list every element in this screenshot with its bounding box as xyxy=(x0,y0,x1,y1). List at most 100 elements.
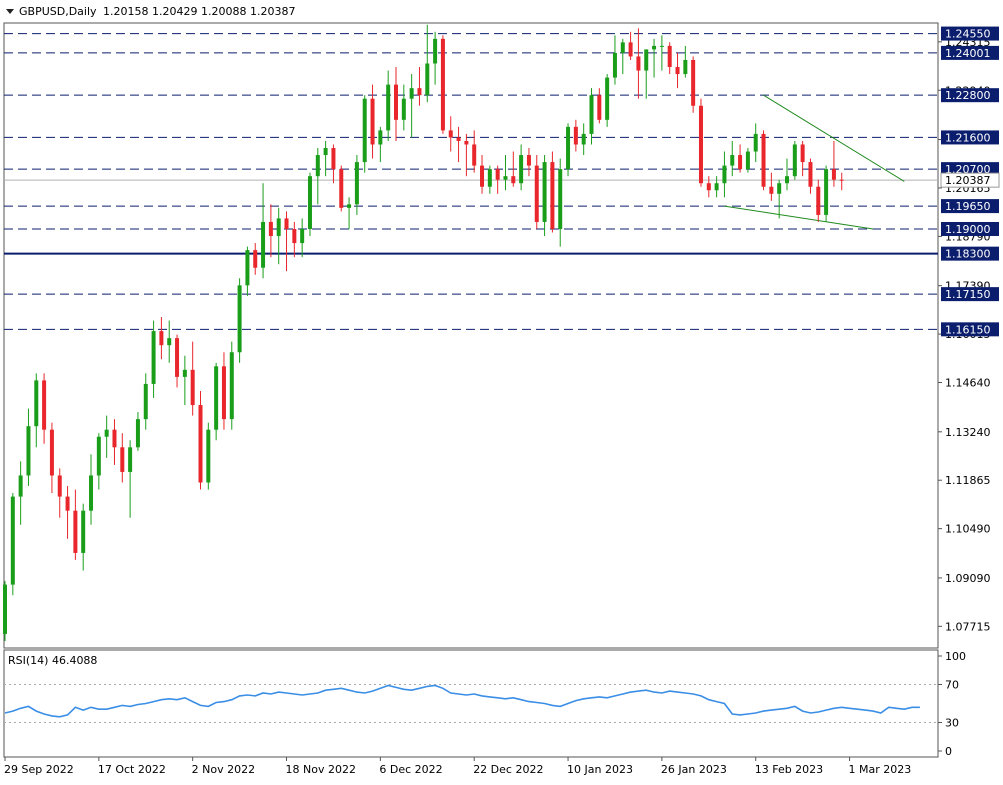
candle-body-bull xyxy=(128,447,133,472)
candle-body-bull xyxy=(18,475,23,497)
rsi-tick-label: 100 xyxy=(945,650,966,663)
candle-body-bear xyxy=(65,496,70,511)
candle-body-bear xyxy=(331,148,336,170)
candle-body-bull xyxy=(214,366,219,430)
candle-body-bear xyxy=(448,130,453,138)
candle-body-bear xyxy=(534,165,539,222)
candle-body-bear xyxy=(57,475,62,497)
candle-body-bull xyxy=(730,155,735,166)
candle-body-bear xyxy=(253,250,258,268)
candle-body-bull xyxy=(824,169,829,215)
candle-body-bear xyxy=(667,45,672,68)
candle-body-bear xyxy=(769,186,774,194)
candle-body-bear xyxy=(636,56,641,71)
candle-body-bull xyxy=(237,285,242,353)
candle-body-bear xyxy=(526,155,531,166)
level-label-box xyxy=(941,45,999,60)
rsi-indicator: 100 70 30 0 xyxy=(4,650,966,758)
candle-body-bull xyxy=(96,436,101,476)
candle-body-bear xyxy=(159,331,164,346)
time-tick-label: 29 Sep 2022 xyxy=(4,763,74,776)
rsi-tick-label: 30 xyxy=(945,717,959,730)
candle-body-bull xyxy=(182,369,187,377)
candle-body-bull xyxy=(300,228,305,244)
candle-body-bear xyxy=(706,183,711,191)
level-label: 1.18300 xyxy=(945,248,991,261)
price-tick-label: 1.07715 xyxy=(945,620,991,633)
candle-body-bull xyxy=(10,496,15,585)
rsi-line xyxy=(4,684,920,718)
candle-body-bear xyxy=(808,162,813,187)
candle-body-bear xyxy=(495,169,500,180)
candle-body-bull xyxy=(792,144,797,177)
candle-body-bull xyxy=(229,352,234,420)
collapse-triangle-icon[interactable] xyxy=(6,9,14,14)
candle-body-bull xyxy=(487,169,492,187)
price-tick-label: 1.09090 xyxy=(945,572,991,585)
level-label: 1.19000 xyxy=(945,223,991,236)
level-label-box xyxy=(941,26,999,41)
candle-body-bull xyxy=(714,183,719,191)
candle-body-bull xyxy=(34,380,39,427)
candle-body-bull xyxy=(683,59,688,75)
candle-body-bull xyxy=(307,176,312,229)
level-label: 1.19650 xyxy=(945,200,991,213)
candle-body-bull xyxy=(777,183,782,194)
candle-body-bear xyxy=(738,155,743,170)
candle-body-bull xyxy=(785,176,789,184)
candle-body-bear xyxy=(675,67,680,75)
candle-body-bull xyxy=(362,98,367,163)
rsi-label: RSI(14) 46.4088 xyxy=(8,654,97,667)
candle-body-bear xyxy=(839,179,844,181)
candle-body-bull xyxy=(745,151,750,170)
candle-body-bull xyxy=(386,84,391,131)
time-tick-label: 22 Dec 2022 xyxy=(473,763,543,776)
time-axis: 29 Sep 2022 17 Oct 2022 2 Nov 2022 18 Nov 2… xyxy=(4,757,911,776)
triangle-trendlines xyxy=(724,94,905,230)
level-label: 1.24550 xyxy=(945,28,991,41)
candle-body-bear xyxy=(691,59,696,106)
candle-body-bull xyxy=(589,95,594,134)
level-label: 1.24001 xyxy=(945,47,991,60)
candle-body-bull xyxy=(401,98,406,120)
candle-body-bull xyxy=(433,38,438,64)
candle-body-bull xyxy=(519,155,524,184)
candle-body-bull xyxy=(104,429,109,437)
candle-body-bull xyxy=(167,338,172,346)
candle-body-bull xyxy=(542,162,547,222)
ohlc-label: 1.20158 1.20429 1.20088 1.20387 xyxy=(103,5,295,18)
level-label: 1.17150 xyxy=(945,288,991,301)
candle-body-bull xyxy=(245,250,250,286)
candle-body-bull xyxy=(151,331,156,384)
triangle-trendline xyxy=(724,205,874,230)
time-tick-label: 10 Jan 2023 xyxy=(567,763,633,776)
triangle-trendline xyxy=(763,94,905,182)
candle-body-bear xyxy=(73,510,78,553)
level-label-box xyxy=(941,130,999,145)
candle-body-bull xyxy=(722,165,727,184)
candle-body-bull xyxy=(261,221,266,268)
candle-body-bull xyxy=(378,130,383,145)
candle-body-bull xyxy=(409,88,414,99)
candle-body-bull xyxy=(315,155,320,177)
candle-body-bear xyxy=(284,218,289,229)
candle-body-bear xyxy=(480,165,485,187)
candle-body-bull xyxy=(26,426,31,476)
rsi-tick-label: 0 xyxy=(945,745,952,758)
time-tick-label: 26 Jan 2023 xyxy=(661,763,727,776)
candle-body-bull xyxy=(143,383,148,420)
candle-body-bear xyxy=(628,42,633,57)
candlestick-series xyxy=(3,24,844,641)
rsi-tick-label: 70 xyxy=(945,679,959,692)
price-panel-frame xyxy=(3,22,939,649)
candle-body-bull xyxy=(652,45,657,50)
candle-body-bear xyxy=(698,105,703,184)
candle-body-bear xyxy=(175,338,180,377)
candle-body-bull xyxy=(753,133,758,152)
current-price-box xyxy=(940,172,1000,188)
price-tick-label: 1.14640 xyxy=(945,377,991,390)
candle-body-bear xyxy=(800,144,805,163)
